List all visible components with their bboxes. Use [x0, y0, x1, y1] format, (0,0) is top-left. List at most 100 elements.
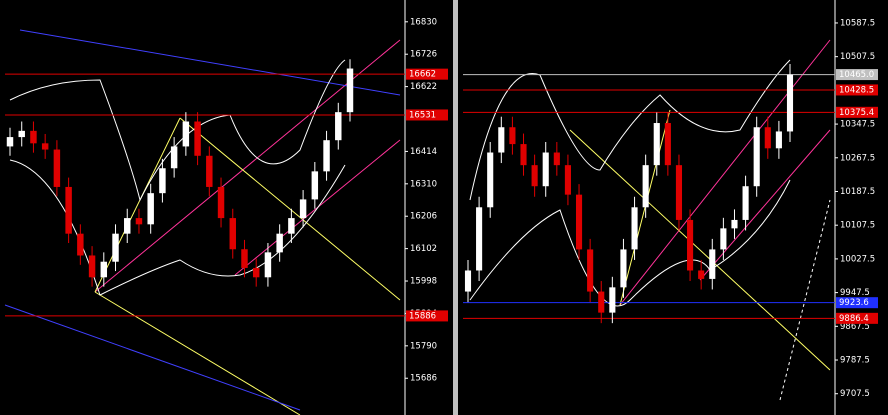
y-tick-label: 16726 — [410, 50, 437, 60]
channel-line — [699, 129, 831, 281]
candle-body — [147, 193, 154, 225]
candle-body — [476, 207, 483, 271]
splitter — [453, 0, 458, 415]
y-tick-label: 15686 — [410, 374, 437, 384]
candle-body — [653, 123, 660, 166]
candle-body — [135, 218, 143, 225]
right-drawings — [469, 39, 831, 401]
candle-body — [575, 194, 583, 250]
candle-body — [598, 291, 605, 313]
candle-body — [664, 123, 671, 166]
y-tick-label: 9947.5 — [840, 288, 870, 298]
level-box — [836, 106, 878, 118]
candle-body — [564, 165, 571, 195]
level-label: 16531 — [409, 110, 436, 120]
fan-line — [619, 109, 671, 306]
candle-body — [299, 199, 307, 219]
level-box — [406, 109, 448, 121]
channel-line — [569, 129, 831, 371]
dotted-line — [779, 199, 831, 401]
candle-body — [170, 146, 178, 169]
candle-body — [217, 186, 225, 219]
candle-body — [720, 228, 727, 250]
candle-body — [182, 121, 190, 147]
y-tick-label: 10587.5 — [840, 18, 875, 28]
candle-body — [124, 218, 131, 234]
y-tick-label: 16622 — [410, 82, 437, 92]
candle-body — [18, 130, 25, 138]
level-label: 15886 — [409, 311, 436, 321]
y-tick-label: 15998 — [410, 277, 437, 287]
candle-body — [41, 143, 49, 150]
candle-body — [100, 261, 108, 278]
candle-body — [498, 127, 505, 153]
candle-body — [194, 121, 201, 156]
candle-body — [531, 165, 538, 187]
candle-body — [587, 249, 594, 292]
y-tick-label: 9707.5 — [840, 389, 870, 399]
candle-body — [346, 68, 354, 113]
y-tick-label: 10267.5 — [840, 153, 875, 163]
y-tick-label: 10347.5 — [840, 120, 875, 130]
bollinger-band — [9, 59, 346, 202]
candle-body — [731, 219, 738, 229]
candle-body — [288, 218, 295, 234]
candle-body — [620, 249, 627, 288]
candle-body — [252, 267, 260, 278]
y-tick-label: 10027.5 — [840, 254, 875, 264]
channel-line — [94, 291, 301, 415]
level-box — [836, 84, 878, 96]
candle-body — [77, 233, 84, 256]
candle-body — [464, 270, 472, 292]
y-tick-label: 16310 — [410, 179, 437, 189]
level-label: 16662 — [409, 70, 436, 80]
level-box — [836, 297, 878, 309]
candle-body — [311, 171, 319, 200]
candle-body — [323, 140, 330, 172]
y-tick-label: 16206 — [410, 212, 437, 222]
candle-body — [53, 149, 61, 187]
candle-body — [687, 219, 694, 271]
y-tick-label: 16414 — [410, 147, 437, 157]
candle-body — [764, 127, 771, 149]
level-label: 10375.4 — [839, 108, 874, 118]
bollinger-band — [469, 179, 791, 307]
y-tick-label: 15790 — [410, 341, 437, 351]
candle-body — [264, 252, 272, 278]
y-tick-label: 9787.5 — [840, 356, 870, 366]
y-tick-label: 10187.5 — [840, 187, 875, 197]
channel-line — [179, 117, 401, 301]
candle-body — [241, 249, 248, 268]
candle-body — [753, 127, 760, 187]
candle-body — [276, 233, 283, 253]
candle-body — [642, 165, 649, 208]
fan-line — [94, 117, 181, 293]
y-tick-label: 16102 — [410, 244, 437, 254]
candle-body — [631, 207, 638, 250]
y-tick-label: 9867.5 — [840, 322, 870, 332]
y-tick-label: 16830 — [410, 17, 437, 27]
level-label: 9886.4 — [839, 314, 869, 324]
level-box — [836, 312, 878, 324]
candle-body — [229, 218, 236, 250]
candle-body — [609, 287, 616, 313]
candle-body — [775, 131, 782, 149]
level-box — [406, 68, 448, 80]
candle-body — [698, 270, 705, 279]
moving-average — [19, 29, 401, 96]
candle-body — [509, 127, 516, 145]
candle-body — [520, 144, 527, 166]
candle-body — [542, 152, 549, 187]
channel-line — [619, 39, 831, 306]
level-label: 10465.0 — [839, 70, 874, 80]
candle-body — [786, 74, 794, 132]
candle-body — [88, 255, 96, 278]
y-tick-label: 10107.5 — [840, 221, 875, 231]
level-label: 9923.6 — [839, 298, 869, 308]
candle-body — [675, 165, 683, 220]
level-label: 10428.5 — [839, 85, 874, 95]
candle-body — [206, 155, 213, 187]
candle-body — [65, 186, 72, 234]
y-tick-label: 10507.5 — [840, 52, 875, 62]
